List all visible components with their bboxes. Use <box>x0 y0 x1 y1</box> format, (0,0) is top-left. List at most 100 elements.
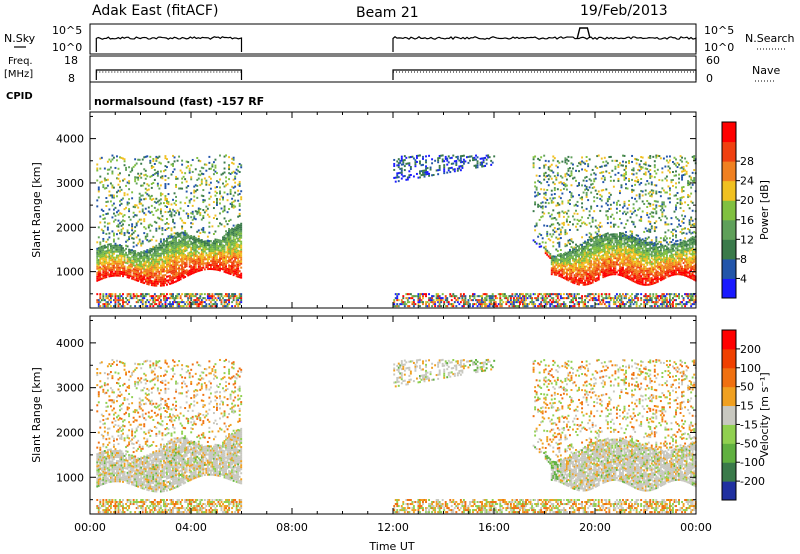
data-cell <box>581 299 584 302</box>
data-cell <box>134 258 137 261</box>
data-cell <box>172 303 174 306</box>
data-cell <box>535 299 538 302</box>
data-cell <box>126 293 129 296</box>
data-cell <box>543 166 546 169</box>
data-cell <box>591 275 594 278</box>
data-cell <box>158 161 161 164</box>
data-cell <box>588 282 591 285</box>
data-cell <box>614 265 617 268</box>
data-cell <box>162 295 165 298</box>
data-cell <box>105 297 108 300</box>
data-cell <box>628 301 630 304</box>
data-cell <box>225 220 228 223</box>
data-cell <box>550 217 553 220</box>
data-cell <box>200 301 203 304</box>
data-cell <box>572 223 574 226</box>
data-cell <box>617 269 620 272</box>
data-cell <box>135 162 138 165</box>
data-cell <box>129 259 132 262</box>
data-cell <box>194 246 197 249</box>
data-cell <box>482 301 485 304</box>
data-cell <box>219 263 221 266</box>
data-cell <box>152 260 155 263</box>
velocity-y-tick-label: 4000 <box>56 337 84 350</box>
data-cell <box>544 303 547 306</box>
data-cell <box>622 274 624 277</box>
data-cell <box>175 280 178 283</box>
data-cell <box>231 201 234 204</box>
data-cell <box>622 212 624 215</box>
data-cell <box>517 299 520 302</box>
data-cell <box>146 269 149 272</box>
data-cell <box>141 263 144 266</box>
data-cell <box>458 159 461 162</box>
data-cell <box>217 269 220 272</box>
data-cell <box>573 276 576 279</box>
data-cell <box>558 293 561 296</box>
data-cell <box>206 256 209 259</box>
data-cell <box>159 280 162 283</box>
data-cell <box>97 299 100 302</box>
data-cell <box>446 297 449 300</box>
data-cell <box>490 303 493 306</box>
data-cell <box>122 249 124 252</box>
data-cell <box>556 295 559 298</box>
data-cell <box>99 167 102 170</box>
data-cell <box>438 301 441 304</box>
data-cell <box>578 269 580 272</box>
data-cell <box>153 168 156 171</box>
data-cell <box>214 258 217 261</box>
data-cell <box>135 204 138 207</box>
data-cell <box>528 295 531 298</box>
data-cell <box>499 303 502 306</box>
data-cell <box>449 295 452 298</box>
data-cell <box>529 295 532 298</box>
data-cell <box>97 273 100 276</box>
data-cell <box>553 193 556 196</box>
data-cell <box>200 178 203 181</box>
data-cell <box>240 166 243 169</box>
data-cell <box>149 251 152 254</box>
data-cell <box>187 272 190 275</box>
data-cell <box>587 293 590 296</box>
data-cell <box>152 165 155 168</box>
data-cell <box>622 174 624 177</box>
data-cell <box>138 158 141 161</box>
data-cell <box>219 299 221 302</box>
data-cell <box>231 171 234 174</box>
data-cell <box>461 154 464 157</box>
data-cell <box>205 209 208 212</box>
data-cell <box>456 155 459 158</box>
data-cell <box>152 274 155 277</box>
data-cell <box>188 243 191 246</box>
data-cell <box>176 251 179 254</box>
data-cell <box>611 233 614 236</box>
data-cell <box>406 299 409 302</box>
data-cell <box>229 188 232 191</box>
data-cell <box>603 261 606 264</box>
data-cell <box>603 293 606 296</box>
data-cell <box>172 218 174 221</box>
data-cell <box>146 299 149 302</box>
data-cell <box>172 243 174 246</box>
data-cell <box>581 295 584 298</box>
data-cell <box>579 261 582 264</box>
data-cell <box>435 169 438 172</box>
data-cell <box>596 196 599 199</box>
data-cell <box>112 262 115 265</box>
data-cell <box>172 297 174 300</box>
data-cell <box>564 157 567 160</box>
data-cell <box>197 297 200 300</box>
data-cell <box>629 256 632 259</box>
data-cell <box>119 272 121 275</box>
data-cell <box>240 301 243 304</box>
data-cell <box>117 229 120 232</box>
data-cell <box>546 175 549 178</box>
data-cell <box>578 303 580 306</box>
data-cell <box>231 293 234 296</box>
data-cell <box>206 262 209 265</box>
data-cell <box>97 263 100 266</box>
data-cell <box>109 166 112 169</box>
data-cell <box>553 261 556 264</box>
data-cell <box>176 245 179 248</box>
